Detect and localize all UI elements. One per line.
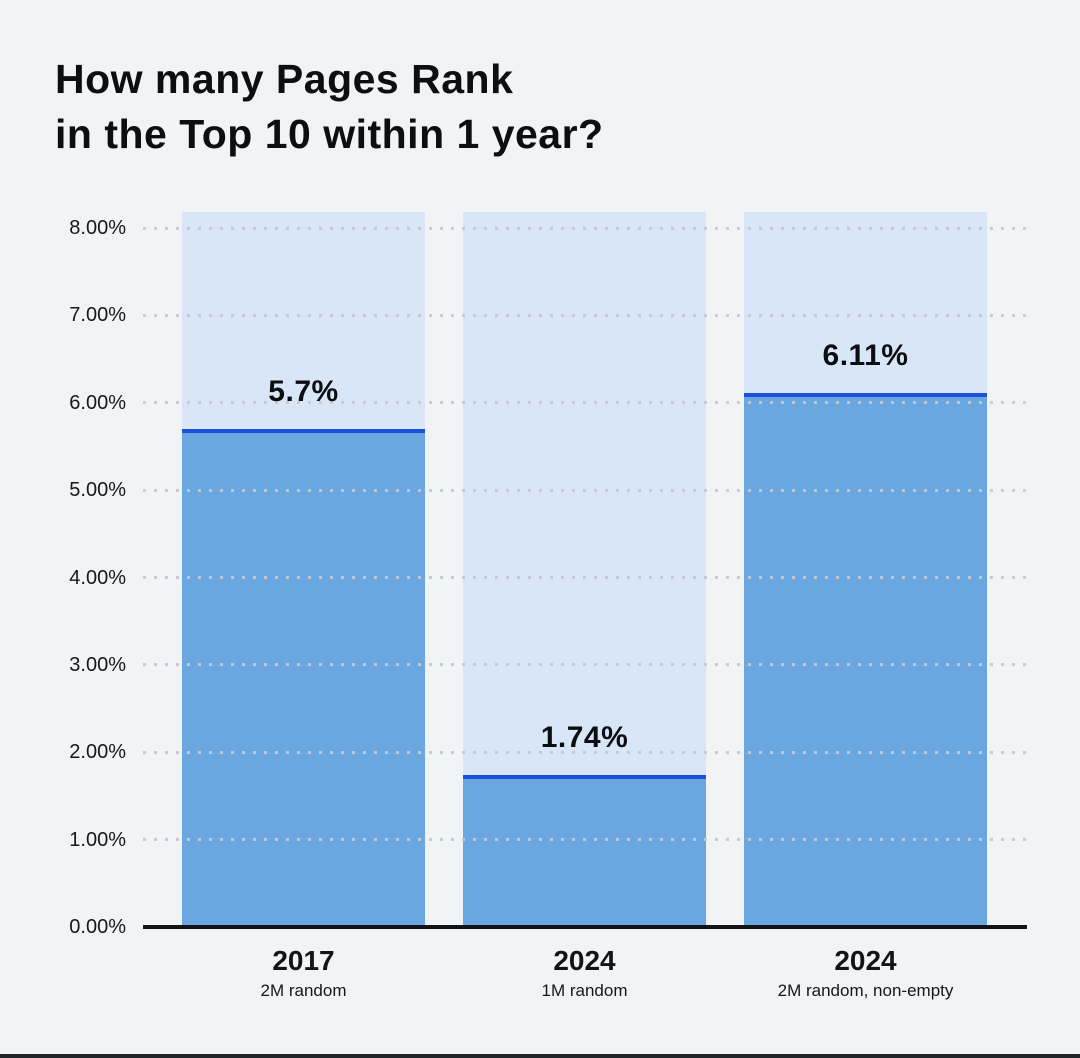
gridline-2.00% — [143, 750, 1027, 754]
gridline-8.00% — [143, 226, 1027, 230]
bottom-border — [0, 1054, 1080, 1058]
y-axis-tick-label: 8.00% — [69, 217, 126, 239]
y-axis-tick-label: 7.00% — [69, 304, 126, 327]
chart-title: How many Pages Rank in the Top 10 within… — [55, 52, 604, 162]
y-axis-tick-label: 5.00% — [69, 479, 126, 502]
chart-title-line2: in the Top 10 within 1 year? — [55, 111, 604, 157]
bar-value-label: 6.11% — [822, 339, 909, 373]
x-axis-sample-label: 2M random — [260, 981, 347, 1000]
gridline-5.00% — [143, 488, 1027, 492]
bar-value-label: 5.7% — [268, 374, 339, 408]
x-axis-sample-label: 1M random — [541, 981, 628, 1000]
gridline-1.00% — [143, 838, 1027, 842]
x-axis-year-label: 2024 — [834, 945, 897, 976]
y-axis-tick-label: 3.00% — [69, 653, 126, 676]
gridline-6.00% — [143, 401, 1027, 405]
gridline-7.00% — [143, 313, 1027, 317]
bar-fill-2017 — [182, 428, 425, 927]
x-axis-sample-label: 2M random, non-empty — [777, 981, 954, 1000]
y-axis-tick-label: 0.00% — [69, 916, 126, 938]
x-axis-year-label: 2017 — [272, 945, 335, 976]
y-axis-tick-label: 2.00% — [69, 741, 126, 764]
y-axis-tick-label: 1.00% — [69, 828, 126, 851]
bar-fill-2024 — [744, 393, 987, 927]
gridline-3.00% — [143, 663, 1027, 667]
chart-title-line1: How many Pages Rank — [55, 56, 514, 102]
x-axis-year-label: 2024 — [553, 945, 616, 976]
x-axis-line — [143, 925, 1027, 929]
bar-fill-2024 — [463, 774, 706, 927]
bar-value-label: 1.74% — [540, 720, 629, 754]
y-axis-tick-label: 6.00% — [69, 391, 126, 414]
gridline-4.00% — [143, 576, 1027, 579]
y-axis-tick-label: 4.00% — [69, 566, 126, 589]
